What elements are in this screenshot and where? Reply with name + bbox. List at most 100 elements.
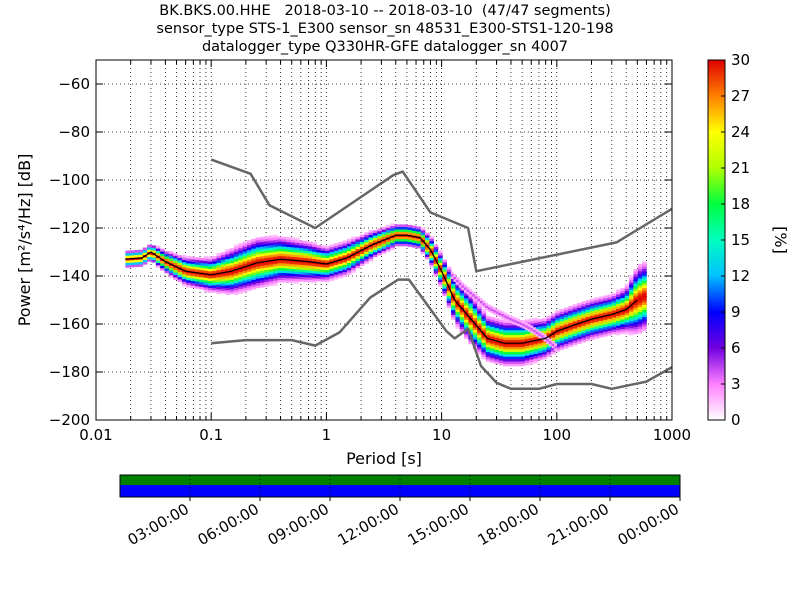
pdf-cell	[477, 306, 482, 309]
pdf-cell	[160, 253, 165, 257]
pdf-cell	[312, 273, 317, 276]
pdf-cell	[255, 237, 261, 241]
pdf-cell	[312, 280, 317, 284]
pdf-cell	[316, 247, 322, 251]
pdf-cell	[572, 326, 578, 329]
pdf-cell	[503, 354, 508, 357]
pdf-cell	[246, 249, 252, 253]
pdf-cell	[238, 247, 243, 251]
pdf-cell	[212, 258, 217, 262]
pdf-cell	[203, 270, 209, 274]
pdf-cell	[325, 274, 330, 278]
pdf-cell	[246, 259, 252, 263]
pdf-cell	[251, 267, 256, 271]
pdf-cell	[503, 334, 508, 338]
pdf-cell	[498, 336, 504, 339]
pdf-cell	[524, 343, 530, 347]
pdf-cell	[416, 243, 421, 247]
pdf-cell	[485, 318, 491, 321]
pdf-cell	[507, 356, 513, 360]
pdf-cell	[537, 345, 543, 349]
pdf-cell	[238, 243, 243, 246]
pdf-cell	[455, 314, 461, 317]
pdf-cell	[529, 318, 534, 322]
pdf-cell	[490, 336, 495, 339]
pdf-cell	[546, 323, 552, 326]
pdf-cell	[151, 257, 157, 261]
pdf-cell	[603, 297, 608, 301]
pdf-cell	[585, 333, 591, 337]
pdf-cell	[581, 332, 586, 336]
pdf-cell	[364, 261, 369, 264]
pdf-cell	[477, 349, 482, 352]
pdf-cell	[433, 273, 439, 276]
pdf-cell	[503, 330, 508, 333]
pdf-cell	[255, 242, 261, 245]
pdf-cell	[620, 328, 626, 332]
pdf-cell	[594, 324, 599, 327]
pdf-cell	[446, 273, 452, 277]
pdf-cell	[624, 326, 630, 330]
pdf-cell	[385, 227, 391, 231]
pdf-cell	[333, 274, 339, 278]
pdf-cell	[472, 332, 478, 335]
pdf-cell-branch	[543, 339, 547, 342]
pdf-cell	[286, 273, 291, 276]
pdf-cell	[368, 232, 374, 236]
pdf-cell	[281, 241, 287, 245]
pdf-cell	[516, 354, 521, 357]
pdf-cell	[572, 330, 578, 334]
pdf-cell	[637, 323, 643, 327]
pdf-cell	[438, 257, 443, 261]
pdf-cell	[568, 320, 573, 324]
pdf-cell	[542, 332, 547, 336]
pdf-cell	[507, 327, 513, 331]
pdf-cell	[233, 258, 239, 262]
pdf-cell	[472, 336, 478, 340]
pdf-cell	[425, 247, 430, 250]
pdf-cell	[568, 315, 573, 319]
pdf-cell	[364, 249, 369, 252]
pdf-cell	[233, 249, 239, 252]
pdf-cell	[277, 243, 283, 247]
pdf-cell	[403, 236, 408, 240]
pdf-cell	[355, 246, 361, 250]
axes: 0.01 0.1 1 10 100 1000−60−80−100−120−140−160−…	[49, 60, 691, 444]
pdf-cell	[516, 325, 521, 328]
pdf-cell	[620, 331, 626, 334]
pdf-cell-branch	[469, 294, 473, 297]
pdf-cell	[290, 256, 296, 260]
pdf-cell	[216, 286, 222, 290]
pdf-cell	[229, 250, 235, 254]
pdf-cell	[494, 351, 500, 355]
pdf-cell	[359, 241, 365, 245]
pdf-cell	[490, 331, 495, 335]
pdf-cell	[464, 324, 469, 328]
pdf-cell	[507, 351, 513, 355]
pdf-cell	[220, 278, 226, 282]
pdf-cell	[246, 285, 252, 289]
pdf-cell	[464, 331, 469, 335]
pdf-cell	[320, 264, 326, 268]
pdf-cell	[246, 276, 252, 279]
pdf-cell	[411, 240, 417, 243]
pdf-cell	[594, 304, 599, 308]
y-tick-label: −160	[49, 315, 90, 333]
pdf-cell	[542, 347, 547, 350]
pdf-cell	[225, 253, 230, 257]
pdf-cell	[329, 249, 335, 252]
pdf-cell	[451, 290, 456, 294]
pdf-cell	[216, 262, 222, 266]
pdf-cell	[281, 255, 287, 259]
pdf-cell	[377, 243, 382, 246]
pdf-cell-branch	[532, 332, 536, 335]
pdf-cell	[199, 267, 204, 271]
pdf-cell	[368, 249, 374, 252]
pdf-cell	[594, 333, 599, 337]
pdf-cell	[533, 351, 539, 354]
pdf-cell	[472, 317, 478, 321]
pdf-cell	[563, 341, 569, 344]
pdf-cell	[329, 256, 335, 260]
pdf-cell	[485, 354, 491, 357]
pdf-cell	[642, 275, 647, 279]
